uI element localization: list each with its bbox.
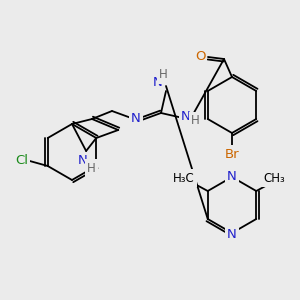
Text: O: O xyxy=(195,50,205,64)
Text: H: H xyxy=(159,68,167,82)
Text: CH₃: CH₃ xyxy=(263,172,285,184)
Text: N: N xyxy=(131,112,141,124)
Text: H: H xyxy=(87,161,95,175)
Text: N: N xyxy=(227,169,237,182)
Text: H₃C: H₃C xyxy=(173,172,195,184)
Text: N: N xyxy=(78,154,88,167)
Text: H: H xyxy=(190,115,200,128)
Text: N: N xyxy=(153,76,163,89)
Text: Cl: Cl xyxy=(15,154,28,167)
Text: N: N xyxy=(227,227,237,241)
Text: Br: Br xyxy=(225,148,239,160)
Text: N: N xyxy=(181,110,191,122)
